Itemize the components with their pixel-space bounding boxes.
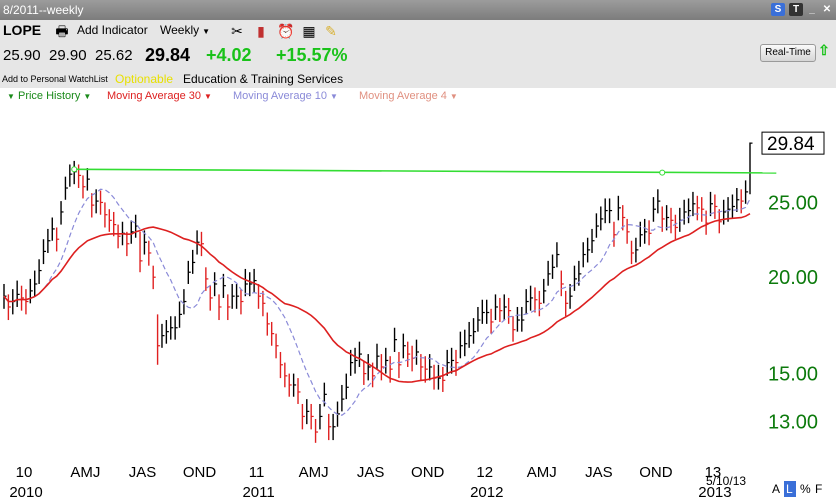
legend-ma10-label: Moving Average 10: [233, 90, 327, 102]
trendline-anchor-start: [71, 166, 78, 173]
toolbar: LOPE 🖶 Add Indicator Weekly ▼ ✂ ▮ ⏰ ▦ ✎ 2…: [0, 20, 836, 88]
y-tick-label: 13.00: [768, 412, 818, 434]
chevron-down-icon: ▼: [329, 92, 338, 101]
mode-toggle-label: F: [815, 482, 822, 496]
x-tick-label: JAS: [357, 464, 385, 481]
price-bars: [3, 142, 753, 443]
window-title: 8/2011--weekly: [3, 3, 84, 17]
timeframe-select[interactable]: Weekly ▼: [160, 23, 210, 37]
legend-price-history[interactable]: ▼ Price History ▼: [7, 90, 91, 102]
last-price-label: 29.84: [767, 134, 815, 155]
chevron-down-icon: ▼: [7, 92, 15, 101]
legend-price-label: Price History: [17, 90, 81, 102]
y-tick-label: 15.00: [768, 364, 818, 386]
price-chart[interactable]: 25.00 20.00 15.00 13.00 29.84 10 AMJ JAS OND 11 A…: [0, 107, 836, 504]
tv-icon[interactable]: T: [789, 3, 803, 16]
last-price-box: [761, 131, 825, 155]
calculator-icon[interactable]: ▦: [302, 23, 316, 39]
x-year-label: 2013: [698, 484, 731, 501]
x-tick-label: JAS: [585, 464, 613, 481]
ma30-line: [3, 213, 751, 383]
chevron-down-icon: ▼: [449, 92, 458, 101]
x-tick-label: 12: [476, 464, 493, 481]
trendline-anchor-mid: [659, 169, 666, 176]
realtime-button[interactable]: Real-Time: [760, 44, 816, 62]
industry-label: Education & Training Services: [183, 72, 344, 86]
legend-ma30[interactable]: Moving Average 30 ▼: [107, 90, 212, 102]
x-tick-label: AMJ: [70, 464, 100, 481]
timeframe-label: Weekly: [160, 23, 200, 37]
trendline-group: [71, 166, 777, 176]
x-tick-label: AMJ: [527, 464, 557, 481]
close-icon[interactable]: ✕: [822, 4, 832, 15]
mode-toggle-label: A: [772, 482, 780, 496]
watchlist-link[interactable]: Add to Personal WatchList: [2, 74, 108, 84]
y-tick-label: 20.00: [768, 267, 818, 289]
window-titlebar: 8/2011--weekly S T _ ✕: [0, 0, 836, 20]
last-price: 29.84: [145, 45, 191, 65]
minimize-icon[interactable]: _: [809, 4, 815, 15]
y-axis: 25.00 20.00 15.00 13.00 29.84: [761, 131, 825, 434]
x-tick-label: OND: [411, 464, 445, 481]
ma10-line: [3, 188, 751, 416]
mode-toggle-label: L: [786, 482, 793, 496]
x-tick-label: AMJ: [299, 464, 329, 481]
x-year-label: 2010: [9, 484, 42, 501]
s-icon[interactable]: S: [771, 3, 785, 16]
legend-ma30-label: Moving Average 30: [107, 90, 201, 102]
open-price: 25.90: [3, 47, 41, 64]
x-year-label: 2012: [470, 484, 503, 501]
symbol-field[interactable]: LOPE: [3, 22, 42, 38]
bar-chart-icon[interactable]: ▮: [257, 23, 265, 39]
high-price: 29.90: [49, 47, 87, 64]
mode-toggle-label: %: [800, 482, 811, 496]
x-tick-label: 10: [16, 464, 33, 481]
trendline: [74, 168, 777, 174]
x-tick-label: 13: [705, 464, 722, 481]
y-tick-label: 25.00: [768, 192, 818, 214]
alarm-clock-icon[interactable]: ⏰: [277, 23, 295, 39]
low-price: 25.62: [95, 47, 133, 64]
legend-ma10[interactable]: Moving Average 10 ▼: [233, 90, 338, 102]
legend-ma4[interactable]: Moving Average 4 ▼: [359, 90, 458, 102]
optionable-label: Optionable: [115, 72, 174, 86]
chevron-down-icon: ▼: [83, 92, 92, 101]
chevron-down-icon: ▼: [203, 92, 212, 101]
price-change-percent: +15.57%: [276, 45, 348, 65]
x-tick-label: OND: [639, 464, 673, 481]
add-indicator-button[interactable]: Add Indicator: [77, 23, 148, 37]
legend-ma4-label: Moving Average 4: [359, 90, 447, 102]
up-arrow-icon: ⇧: [818, 42, 830, 58]
chevron-down-icon: ▼: [202, 27, 211, 36]
date-label: 5/10/13: [706, 474, 746, 488]
x-tick-label: 11: [249, 464, 265, 481]
x-tick-label: OND: [183, 464, 217, 481]
x-year-label: 2011: [242, 484, 274, 501]
x-axis: 10 AMJ JAS OND 11 AMJ JAS OND 12 AMJ JAS OND 13 2010 2…: [9, 464, 822, 501]
tools-icon[interactable]: ✂: [231, 23, 243, 39]
mode-highlight: [784, 481, 796, 497]
price-change: +4.02: [206, 45, 252, 65]
notepad-icon[interactable]: ✎: [325, 23, 337, 39]
x-tick-label: JAS: [129, 464, 157, 481]
moving-averages: [3, 188, 751, 416]
indicator-legend: ▼ Price History ▼ Moving Average 30 ▼ Movi…: [0, 88, 836, 106]
printer-icon[interactable]: 🖶: [55, 23, 69, 39]
